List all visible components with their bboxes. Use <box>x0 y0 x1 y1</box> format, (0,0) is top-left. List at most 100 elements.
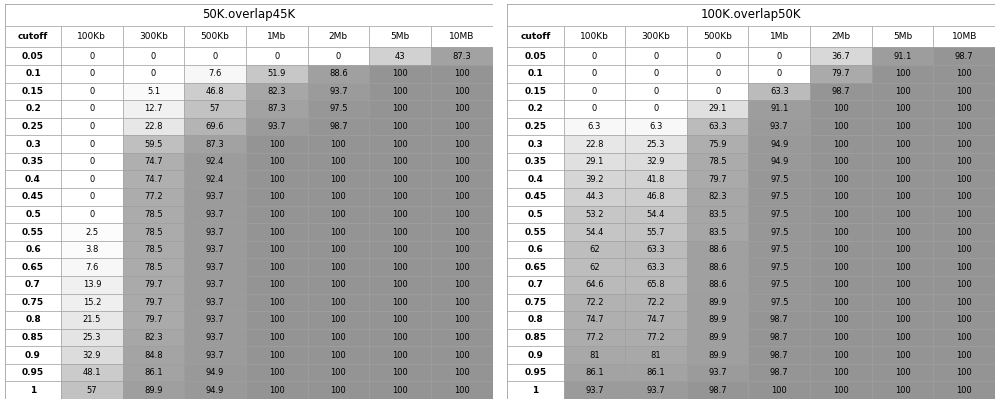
Text: 100: 100 <box>331 210 346 219</box>
Bar <box>810 188 872 206</box>
Bar <box>933 294 995 311</box>
Text: 7.6: 7.6 <box>85 263 99 271</box>
Text: 0: 0 <box>89 87 95 96</box>
Bar <box>933 170 995 188</box>
Text: 88.6: 88.6 <box>708 245 727 254</box>
Bar <box>872 170 933 188</box>
Text: 100: 100 <box>454 210 470 219</box>
Bar <box>564 346 625 364</box>
Text: 0: 0 <box>715 69 720 78</box>
Text: 100: 100 <box>454 368 470 377</box>
Bar <box>369 100 431 118</box>
Bar <box>625 170 687 188</box>
Text: 0.8: 0.8 <box>25 316 41 324</box>
Text: 0: 0 <box>89 122 95 131</box>
Text: 100: 100 <box>331 386 346 395</box>
Bar <box>687 311 748 329</box>
Bar <box>933 241 995 258</box>
Text: 100: 100 <box>895 87 910 96</box>
Text: 0.15: 0.15 <box>22 87 44 96</box>
Text: 100: 100 <box>392 87 408 96</box>
Bar <box>810 346 872 364</box>
Text: 0.75: 0.75 <box>22 298 44 307</box>
Text: 93.7: 93.7 <box>206 350 224 360</box>
Bar <box>564 136 625 153</box>
Text: 79.7: 79.7 <box>144 280 163 289</box>
Bar <box>872 65 933 83</box>
Bar <box>61 364 123 381</box>
Text: 0.4: 0.4 <box>528 175 543 184</box>
Bar <box>625 364 687 381</box>
Text: 100: 100 <box>956 386 972 395</box>
Text: 0.2: 0.2 <box>25 105 41 113</box>
Bar <box>748 170 810 188</box>
Bar <box>625 26 687 47</box>
Bar <box>564 65 625 83</box>
Text: 100: 100 <box>833 280 849 289</box>
Text: 82.3: 82.3 <box>708 192 727 201</box>
Bar <box>748 294 810 311</box>
Text: 0: 0 <box>653 87 659 96</box>
Bar <box>507 364 564 381</box>
Bar <box>308 153 369 170</box>
Bar <box>246 241 308 258</box>
Bar <box>687 346 748 364</box>
Text: 100: 100 <box>392 157 408 166</box>
Text: 0.05: 0.05 <box>525 52 546 61</box>
Text: 100: 100 <box>833 245 849 254</box>
Bar <box>184 136 246 153</box>
Bar <box>810 276 872 294</box>
Bar <box>369 206 431 223</box>
Bar <box>507 100 564 118</box>
Text: 100: 100 <box>269 368 285 377</box>
Bar <box>369 364 431 381</box>
Text: 100: 100 <box>392 140 408 149</box>
Text: 89.9: 89.9 <box>708 316 727 324</box>
Bar <box>564 100 625 118</box>
Bar <box>431 294 492 311</box>
Text: 10MB: 10MB <box>449 32 474 41</box>
Text: 2.5: 2.5 <box>85 227 98 237</box>
Bar <box>625 241 687 258</box>
Text: 0: 0 <box>89 157 95 166</box>
Bar <box>564 188 625 206</box>
Bar <box>308 206 369 223</box>
Bar <box>5 241 61 258</box>
Text: 0: 0 <box>592 52 597 61</box>
Bar <box>625 118 687 136</box>
Text: 100: 100 <box>392 227 408 237</box>
Text: 100: 100 <box>956 87 972 96</box>
Bar <box>625 381 687 399</box>
Text: 87.3: 87.3 <box>452 52 471 61</box>
Bar <box>687 223 748 241</box>
Bar <box>748 311 810 329</box>
Bar <box>369 258 431 276</box>
Bar <box>748 118 810 136</box>
Text: 0.9: 0.9 <box>528 350 543 360</box>
Text: 32.9: 32.9 <box>83 350 101 360</box>
Text: 88.6: 88.6 <box>708 280 727 289</box>
Text: 0.75: 0.75 <box>524 298 547 307</box>
Text: 43: 43 <box>395 52 405 61</box>
Bar <box>5 153 61 170</box>
Text: 93.7: 93.7 <box>329 87 348 96</box>
Bar <box>810 26 872 47</box>
Bar <box>431 118 492 136</box>
Bar <box>748 26 810 47</box>
Bar <box>872 188 933 206</box>
Bar <box>123 223 184 241</box>
Bar <box>431 381 492 399</box>
Text: 100: 100 <box>956 157 972 166</box>
Bar <box>184 47 246 65</box>
Text: 0.6: 0.6 <box>25 245 41 254</box>
Bar <box>123 153 184 170</box>
Bar <box>933 276 995 294</box>
Bar <box>810 170 872 188</box>
Text: 100: 100 <box>895 105 910 113</box>
Text: 98.7: 98.7 <box>955 52 973 61</box>
Text: 100: 100 <box>392 316 408 324</box>
Bar <box>748 206 810 223</box>
Bar <box>933 329 995 346</box>
Bar <box>748 153 810 170</box>
Text: 78.5: 78.5 <box>144 263 163 271</box>
